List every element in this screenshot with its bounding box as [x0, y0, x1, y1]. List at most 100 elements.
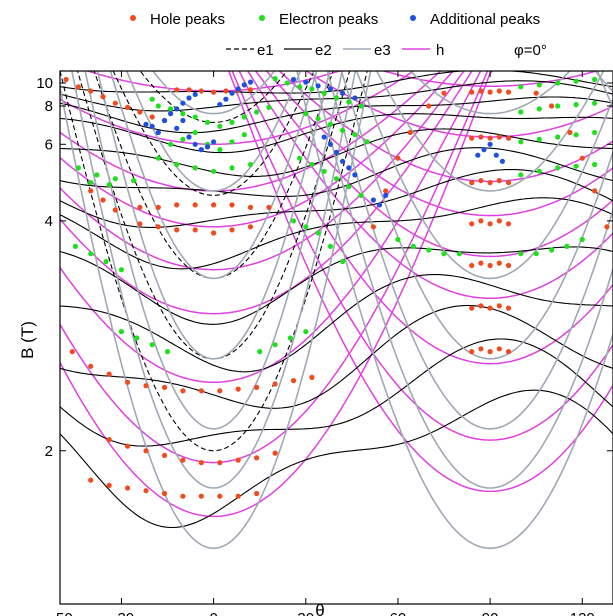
point-hole-peaks [63, 76, 69, 83]
curve-e2-level-6-branch-0 [60, 169, 613, 228]
point-electron-peaks [164, 349, 171, 355]
curve-h-level-5-branch-0 [60, 71, 455, 228]
point-additional-peaks [290, 76, 297, 83]
legend-label-e1: e1 [257, 42, 274, 59]
y-tick-label: 10 [36, 75, 53, 92]
point-additional-peaks [241, 82, 247, 88]
legend-label-h: h [436, 42, 444, 59]
point-hole-peaks [106, 482, 112, 488]
curve-h-level-7-branch-1 [305, 71, 613, 138]
point-hole-peaks [235, 457, 241, 463]
plot-frame [59, 70, 613, 605]
point-electron-peaks [290, 218, 297, 224]
point-electron-peaks [410, 243, 416, 249]
point-hole-peaks [174, 87, 180, 93]
point-hole-peaks [174, 202, 180, 208]
legend-label-electron-peaks: Electron peaks [279, 11, 378, 28]
point-electron-peaks [315, 116, 321, 122]
point-electron-peaks [229, 119, 235, 125]
curve-h-level-2-branch-1 [238, 71, 613, 365]
point-additional-peaks [370, 197, 376, 203]
point-hole-peaks [505, 349, 512, 355]
point-hole-peaks [505, 262, 512, 269]
point-electron-peaks [333, 176, 340, 182]
curve-e2-level-0-branch-0 [60, 389, 613, 529]
legend-item-e2: e2 [284, 42, 332, 59]
point-electron-peaks [75, 165, 81, 171]
curve-h-level-3-branch-1 [246, 71, 613, 300]
curve-e3-level-0-branch-0 [60, 71, 372, 550]
curve-e3-level-6-branch-1 [409, 71, 571, 115]
point-electron-peaks [72, 243, 78, 249]
point-additional-peaks [174, 125, 180, 131]
point-hole-peaks [426, 103, 432, 109]
point-hole-peaks [198, 88, 204, 94]
point-electron-peaks [106, 182, 112, 188]
point-hole-peaks [137, 204, 143, 210]
point-electron-peaks [118, 267, 124, 273]
point-electron-peaks [229, 139, 235, 145]
point-hole-peaks [441, 90, 447, 96]
point-additional-peaks [247, 79, 254, 85]
point-electron-peaks [94, 172, 100, 178]
point-hole-peaks [290, 378, 297, 384]
point-electron-peaks [217, 123, 223, 129]
point-hole-peaks [487, 180, 493, 186]
point-hole-peaks [112, 207, 118, 213]
point-hole-peaks [211, 89, 217, 95]
point-hole-peaks [161, 490, 168, 497]
point-electron-peaks [564, 243, 570, 249]
point-electron-peaks [229, 165, 235, 171]
point-hole-peaks [469, 305, 475, 311]
point-hole-peaks [579, 155, 585, 161]
point-electron-peaks [254, 109, 260, 115]
point-hole-peaks [180, 493, 186, 499]
point-hole-peaks [469, 221, 475, 227]
point-electron-peaks [364, 139, 370, 145]
point-hole-peaks [505, 135, 512, 141]
point-electron-peaks [149, 342, 155, 348]
point-electron-peaks [204, 119, 211, 125]
curve-e1-level-0-branch-0 [60, 71, 368, 452]
point-electron-peaks [303, 224, 309, 230]
point-additional-peaks [155, 129, 161, 136]
point-electron-peaks [103, 258, 109, 265]
point-hole-peaks [496, 88, 502, 94]
point-hole-peaks [155, 204, 161, 210]
point-electron-peaks [287, 335, 293, 341]
y-axis-label: B (T) [18, 321, 37, 359]
point-hole-peaks [125, 104, 131, 110]
point-electron-peaks [174, 161, 180, 168]
legend-label-e2: e2 [315, 42, 332, 59]
y-tick-label: 8 [45, 98, 53, 115]
point-hole-peaks [143, 448, 149, 454]
point-additional-peaks [315, 83, 321, 89]
legend-item-e1: e1 [226, 42, 274, 59]
point-hole-peaks [100, 197, 106, 203]
point-additional-peaks [376, 202, 383, 208]
point-electron-peaks [155, 103, 161, 109]
point-hole-peaks [88, 363, 94, 369]
point-additional-peaks [192, 141, 198, 147]
curve-e2-level-4-branch-0 [60, 246, 613, 325]
point-additional-peaks [303, 79, 309, 85]
point-electron-peaks [149, 96, 155, 102]
point-hole-peaks [272, 450, 278, 456]
curve-h-level-0-branch-0 [60, 71, 494, 518]
curve-e2-level-12-branch-0 [60, 71, 613, 94]
curve-e2-level-1-branch-0 [60, 338, 613, 447]
point-electron-peaks [297, 84, 303, 90]
point-electron-peaks [303, 111, 309, 117]
point-hole-peaks [100, 94, 106, 100]
point-hole-peaks [180, 388, 186, 394]
curve-e2-level-3-branch-0 [60, 274, 613, 373]
point-electron-peaks [309, 161, 315, 168]
point-hole-peaks [125, 485, 131, 491]
curve-e2-level-9-branch-0 [60, 113, 613, 154]
point-additional-peaks [204, 144, 211, 150]
legend: Hole peaks Electron peaks Additional pea… [130, 11, 547, 59]
point-additional-peaks [211, 139, 217, 145]
points-layer [63, 76, 610, 499]
y-tick-label: 2 [45, 443, 53, 460]
point-electron-peaks [112, 176, 118, 182]
